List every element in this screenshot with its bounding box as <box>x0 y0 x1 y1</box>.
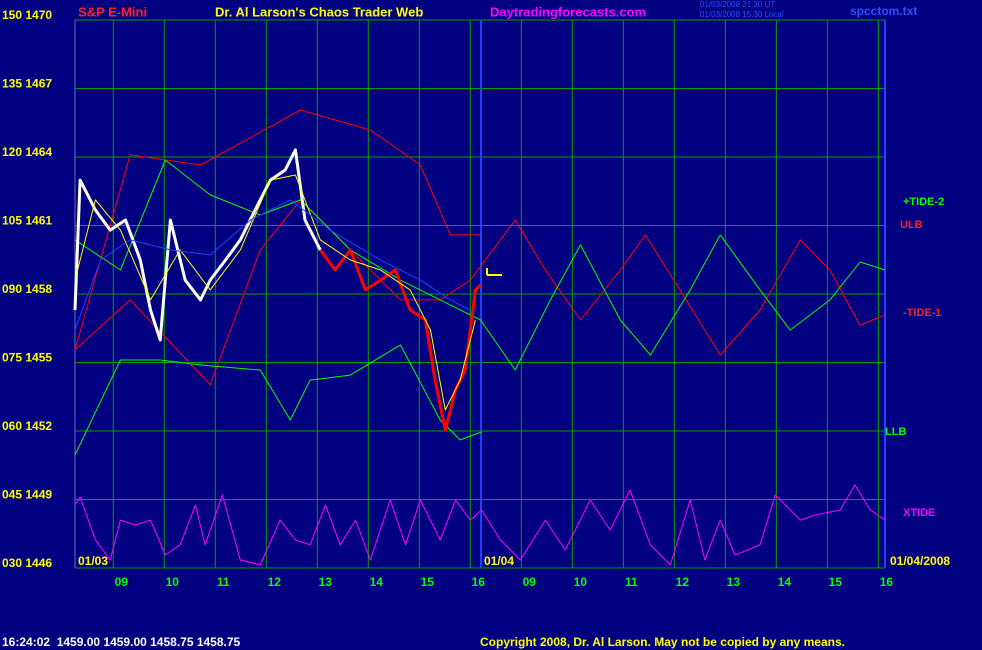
x-tick-label: 13 <box>319 575 333 589</box>
x-tick-label: 11 <box>217 575 230 589</box>
series-line <box>74 109 481 351</box>
x-tick-label: 14 <box>778 575 792 589</box>
y-tick-label: 105 1461 <box>2 214 52 228</box>
copyright: Copyright 2008, Dr. Al Larson. May not b… <box>480 635 845 649</box>
chart-subtitle: Dr. Al Larson's Chaos Trader Web <box>215 4 423 19</box>
x-tick-label: 16 <box>880 575 894 589</box>
y-tick-label: 090 1458 <box>2 282 52 296</box>
y-tick-label: 150 1470 <box>2 8 52 22</box>
x-tick-label: 12 <box>268 575 282 589</box>
x-tick-label: 11 <box>625 575 638 589</box>
timestamp: 01/03/2008 21:30 UT <box>700 0 775 9</box>
series-line <box>74 199 886 386</box>
series-label: -TIDE-1 <box>903 307 942 319</box>
series-line <box>319 248 482 432</box>
series-line <box>74 174 476 411</box>
y-tick-label: 030 1446 <box>2 556 52 570</box>
series-label: XTIDE <box>903 507 935 519</box>
date-label: 01/03 <box>78 554 108 568</box>
y-tick-label: 120 1464 <box>2 145 52 159</box>
x-tick-label: 09 <box>523 575 537 589</box>
y-tick-label: 075 1455 <box>2 351 52 365</box>
grid <box>75 19 885 569</box>
series-line <box>74 484 886 566</box>
series-group <box>73 109 886 566</box>
series-label: +TIDE-2 <box>903 196 944 208</box>
x-tick-label: 14 <box>370 575 384 589</box>
x-tick-label: 10 <box>166 575 180 589</box>
timestamp: 01/03/2008 15:30 Local <box>700 10 784 19</box>
date-label: 01/04 <box>484 554 514 568</box>
chart-title: S&P E-Mini <box>78 4 147 19</box>
file-name: spcctom.txt <box>850 4 917 18</box>
series-label: ULB <box>900 219 923 231</box>
x-tick-label: 12 <box>676 575 690 589</box>
series-line <box>74 159 886 371</box>
x-tick-label: 09 <box>115 575 129 589</box>
date-label: 01/04/2008 <box>890 554 950 568</box>
y-tick-label: 045 1449 <box>2 488 52 502</box>
x-tick-label: 16 <box>472 575 486 589</box>
x-tick-label: 10 <box>574 575 588 589</box>
series-line <box>73 148 322 342</box>
x-tick-label: 13 <box>727 575 741 589</box>
series-label: LLB <box>885 426 906 438</box>
site-name: Daytradingforecasts.com <box>490 4 646 19</box>
x-tick-label: 15 <box>421 575 435 589</box>
status-line: 16:24:02 1459.00 1459.00 1458.75 1458.75 <box>2 635 241 649</box>
y-tick-label: 135 1467 <box>2 77 52 91</box>
x-tick-label: 15 <box>829 575 843 589</box>
series-line <box>74 199 471 331</box>
y-tick-label: 060 1452 <box>2 419 52 433</box>
